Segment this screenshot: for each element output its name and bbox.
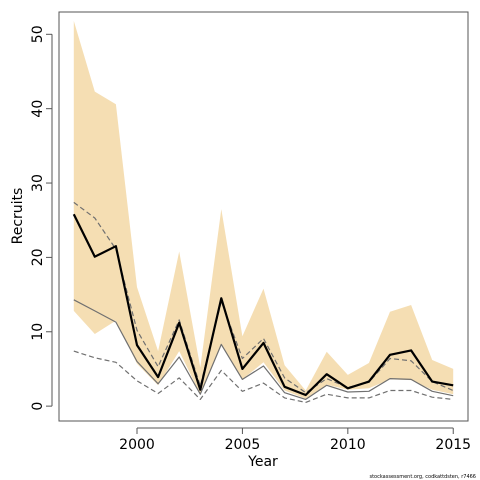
y-tick-label: 0 — [30, 402, 46, 411]
series-line-1 — [72, 213, 454, 397]
y-tick-label: 40 — [30, 100, 46, 118]
footer-credit: stockassessment.org, codkattdsten, r7466 — [369, 474, 476, 480]
plot-frame — [58, 11, 469, 422]
y-axis-title: Recruits — [10, 188, 26, 245]
x-tick-label: 2010 — [330, 437, 366, 453]
x-axis-title: Year — [247, 454, 278, 470]
confidence-band-layer — [73, 20, 454, 399]
series-line-4 — [73, 350, 454, 403]
confidence-band — [73, 20, 454, 399]
series-line-3 — [73, 299, 454, 400]
y-tick-label: 30 — [30, 174, 46, 192]
x-tick-label: 2015 — [435, 437, 471, 453]
x-tick-label: 2005 — [225, 437, 261, 453]
axes-layer: 2000 2005 2010 2015 0 10 20 30 40 50 — [30, 25, 471, 453]
series-line-2 — [73, 201, 454, 394]
y-tick-label: 50 — [30, 25, 46, 43]
y-tick-label: 20 — [30, 248, 46, 266]
y-tick-label: 10 — [30, 323, 46, 341]
x-tick-label: 2000 — [119, 437, 155, 453]
series-layer — [72, 201, 454, 403]
